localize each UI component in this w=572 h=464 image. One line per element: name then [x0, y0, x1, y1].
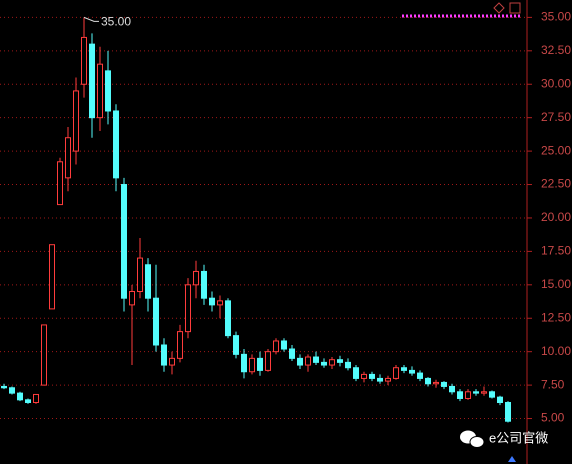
candle-body	[265, 351, 271, 371]
candle-body	[313, 356, 319, 363]
candle-body	[169, 357, 175, 366]
candle-body	[369, 373, 375, 379]
icon	[508, 456, 516, 462]
candle-body	[305, 356, 311, 366]
candle-body	[145, 264, 151, 299]
y-tick-label: 30.00	[541, 76, 571, 90]
y-tick-label: 7.50	[541, 377, 565, 391]
candle-body	[409, 369, 415, 374]
candle-body	[233, 335, 239, 355]
candle-body	[161, 344, 167, 366]
candle-body	[97, 63, 103, 119]
candle-body	[449, 385, 455, 393]
candle-body	[49, 244, 55, 310]
candle-body	[73, 90, 79, 152]
y-tick-label: 12.50	[541, 310, 571, 324]
y-tick-label: 17.50	[541, 244, 571, 258]
candle-body	[17, 392, 23, 401]
candle-body	[57, 161, 63, 206]
candle-body	[177, 331, 183, 359]
y-tick-label: 10.00	[541, 344, 571, 358]
candle-body	[465, 391, 471, 399]
candle-body	[113, 110, 119, 179]
candle-body	[385, 377, 391, 382]
candle-body	[281, 340, 287, 350]
candle-body	[457, 391, 463, 399]
candle-body	[201, 270, 207, 299]
watermark-icon	[460, 430, 485, 448]
candle-body	[225, 300, 231, 337]
annotation: 35.00	[101, 15, 131, 29]
y-tick-label: 15.00	[541, 277, 571, 291]
candle-body	[153, 297, 159, 346]
annotation-pointer	[83, 16, 99, 22]
candle-body	[185, 284, 191, 333]
candle-body	[9, 387, 15, 394]
candle-body	[129, 291, 135, 306]
watermark: e公司官微	[489, 430, 548, 445]
candle-body	[25, 399, 31, 403]
candle-body	[33, 393, 39, 403]
candle-body	[497, 396, 503, 403]
candle-body	[361, 373, 367, 379]
y-tick-label: 5.00	[541, 411, 565, 425]
candle-body	[1, 385, 7, 389]
candle-body	[41, 324, 47, 386]
candle-body	[425, 377, 431, 385]
candle-body	[137, 257, 143, 293]
y-tick-label: 32.50	[541, 43, 571, 57]
candle-body	[505, 401, 511, 422]
candle-body	[209, 297, 215, 306]
candle-body	[393, 367, 399, 379]
icon	[509, 2, 521, 14]
y-tick-label: 27.50	[541, 110, 571, 124]
candle-body	[329, 359, 335, 366]
candle-body	[321, 361, 327, 366]
candle-body	[217, 300, 223, 306]
y-tick-label: 20.00	[541, 210, 571, 224]
y-tick-label: 25.00	[541, 143, 571, 157]
candle-body	[441, 381, 447, 387]
candle-body	[89, 43, 95, 119]
candle-body	[401, 367, 407, 371]
candle-body	[433, 381, 439, 385]
candle-body	[297, 357, 303, 366]
candle-body	[377, 377, 383, 382]
candle-body	[353, 367, 359, 379]
candle-body	[337, 359, 343, 363]
candle-body	[249, 357, 255, 373]
candle-body	[65, 137, 71, 179]
candle-body	[289, 348, 295, 359]
candle-body	[241, 353, 247, 373]
y-tick-label: 22.50	[541, 177, 571, 191]
candle-body	[273, 340, 279, 353]
candle-body	[417, 372, 423, 379]
candle-body	[489, 391, 495, 398]
candle-body	[473, 391, 479, 394]
candle-body	[481, 391, 487, 394]
candle-body	[193, 270, 199, 286]
candle-body	[345, 361, 351, 369]
candle-body	[121, 184, 127, 299]
candle-body	[105, 70, 111, 112]
icon	[493, 2, 505, 14]
y-tick-label: 35.00	[541, 10, 571, 24]
candle-body	[81, 36, 87, 85]
candle-body	[257, 357, 263, 371]
